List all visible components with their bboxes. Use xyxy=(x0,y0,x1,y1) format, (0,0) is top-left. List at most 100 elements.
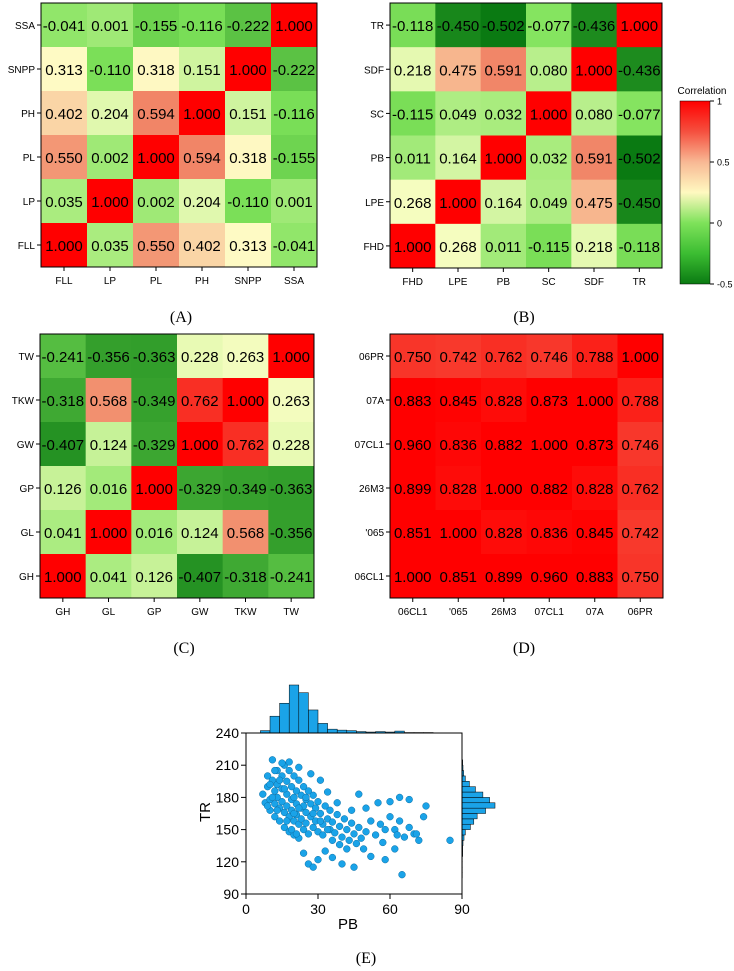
heatmap-a-cell-value: 0.402 xyxy=(45,106,83,123)
heatmap-a-cell-value: 0.550 xyxy=(45,150,83,167)
x-tick-label: 60 xyxy=(382,901,398,917)
heatmap-a-cell-value: -0.110 xyxy=(89,62,130,79)
heatmap-a-cell-value: 1.000 xyxy=(45,238,83,255)
scatter-point xyxy=(367,852,375,861)
heatmap-a-cell xyxy=(225,47,272,92)
heatmap-d-cell-value: 0.828 xyxy=(576,481,614,498)
heatmap-d-cell xyxy=(435,554,482,599)
caption-c: (C) xyxy=(173,640,194,657)
heatmap-c-cell xyxy=(222,334,269,379)
heatmap-a-cell xyxy=(225,135,272,180)
heatmap-d-cell xyxy=(526,554,573,599)
heatmap-b-cell-value: -0.450 xyxy=(618,195,661,212)
heatmap-d-cell-value: 0.788 xyxy=(621,393,659,410)
heatmap-c-cell-value: 0.228 xyxy=(272,437,310,454)
y-tick-label: GH xyxy=(19,572,34,583)
heatmap-c-cell xyxy=(85,466,132,511)
heatmap-d-cell xyxy=(572,466,618,511)
heatmap-d-cell-value: 0.762 xyxy=(485,349,523,366)
heatmap-c-cell xyxy=(177,422,224,467)
scatter-point xyxy=(393,831,401,839)
heatmap-a-cell-value: 0.204 xyxy=(183,194,221,211)
heatmap-a-cell xyxy=(271,91,318,136)
scatter-point xyxy=(302,793,310,802)
heatmap-d-cell xyxy=(617,422,664,467)
heatmap-b-cell-value: 0.049 xyxy=(439,106,477,123)
heatmap-b-cell xyxy=(435,135,482,181)
heatmap-c-cell-value: 1.000 xyxy=(272,349,310,366)
heatmap-c-cell-value: 1.000 xyxy=(181,437,219,454)
heatmap-c-cell xyxy=(222,510,269,555)
heatmap-a-cell xyxy=(179,135,226,180)
x-tick-label: 07A xyxy=(586,607,604,618)
x-tick-label: FHD xyxy=(402,277,423,288)
heatmap-d-cell xyxy=(572,334,618,379)
y-histogram-bar xyxy=(461,775,466,782)
heatmap-a-cell xyxy=(271,3,318,48)
y-tick-label: SC xyxy=(370,109,384,120)
scatter-point xyxy=(302,808,310,817)
heatmap-d-cell-value: 0.836 xyxy=(530,525,568,542)
heatmap-d-cell-value: 0.828 xyxy=(439,481,477,498)
heatmap-c-cell-value: -0.356 xyxy=(270,525,313,542)
scatter-point xyxy=(304,787,313,795)
scatter-point xyxy=(333,799,341,807)
heatmap-a-cell xyxy=(179,47,226,92)
colorbar-tick-label: 0.5 xyxy=(717,158,730,168)
heatmap-d-cell xyxy=(526,378,573,423)
heatmap-a-cell xyxy=(87,223,134,268)
heatmap-a-y-axis: SSA SNPP PH PL LP FLL xyxy=(8,21,41,252)
scatter-point xyxy=(314,856,322,864)
heatmap-a-cell xyxy=(41,135,88,180)
heatmap-c-cell xyxy=(131,378,178,423)
y-tick-label: GL xyxy=(21,528,35,539)
heatmap-b-cell xyxy=(616,3,663,48)
heatmap-d-cell xyxy=(435,334,482,379)
heatmap-a-cell-value: -0.155 xyxy=(273,150,316,167)
heatmap-c-cell-labels: -0.241 -0.356 -0.363 0.228 0.263 1.000-0.318 0… xyxy=(42,349,313,586)
heatmap-b-cell xyxy=(435,3,482,48)
heatmap-d-cell xyxy=(390,334,436,379)
heatmap-a-cell-value: 0.204 xyxy=(91,106,129,123)
heatmap-a-cell-value: -0.116 xyxy=(181,18,222,35)
heatmap-b-cell xyxy=(480,91,527,136)
scatter-point xyxy=(359,845,368,853)
heatmap-c-y-axis: TW TKW GW GP GL GH xyxy=(12,352,40,583)
heatmap-c-cell-value: 0.568 xyxy=(227,525,265,542)
heatmap-b-cell-value: 1.000 xyxy=(439,195,477,212)
heatmap-a-cell-value: -0.110 xyxy=(227,194,268,211)
heatmap-c-cell-value: -0.349 xyxy=(224,481,267,498)
y-histogram-bar xyxy=(461,791,484,798)
heatmap-b-cell xyxy=(435,47,482,92)
heatmap-c-cell-value: 1.000 xyxy=(44,569,82,586)
heatmap-a-cell xyxy=(87,91,134,136)
heatmap-b-cell xyxy=(526,179,572,225)
heatmap-a-cell-value: 1.000 xyxy=(91,194,129,211)
colorbar-title: Correlation xyxy=(678,86,727,97)
heatmap-c-cell-value: 0.263 xyxy=(227,349,265,366)
y-tick-label: SNPP xyxy=(8,65,36,76)
heatmap-d-cell-value: 0.836 xyxy=(439,437,477,454)
heatmap-b-cell-value: 0.011 xyxy=(394,151,430,168)
heatmap-c-cell-value: 0.263 xyxy=(272,393,310,410)
heatmap-a-cell-value: 0.313 xyxy=(229,238,267,255)
heatmap-b-x-axis: FHD LPE PB SC SDF TR xyxy=(402,268,646,288)
heatmap-b-cell-value: 0.080 xyxy=(575,106,613,123)
y-tick-label: PL xyxy=(23,153,36,164)
heatmap-d-cell-value: 0.762 xyxy=(621,481,659,498)
heatmap-a-cell-value: 1.000 xyxy=(275,18,313,35)
heatmap-a-cell xyxy=(179,3,226,48)
heatmap-b-cell xyxy=(480,179,527,225)
scatter-point xyxy=(357,834,365,842)
y-tick-label: SDF xyxy=(364,65,384,76)
heatmap-a-cell-value: 1.000 xyxy=(183,106,221,123)
colorbar-tick-label: -0.5 xyxy=(717,280,733,290)
heatmap-c-cell xyxy=(268,466,315,511)
x-tick-label: GP xyxy=(147,607,162,618)
scatter-point xyxy=(338,860,346,868)
x-tick-label: 06PR xyxy=(628,607,653,618)
y-tick-label: 06CL1 xyxy=(355,572,385,583)
heatmap-b-cell-value: -0.118 xyxy=(619,239,660,256)
x-histogram-bar xyxy=(317,723,328,734)
y-tick-label: PB xyxy=(371,154,385,165)
